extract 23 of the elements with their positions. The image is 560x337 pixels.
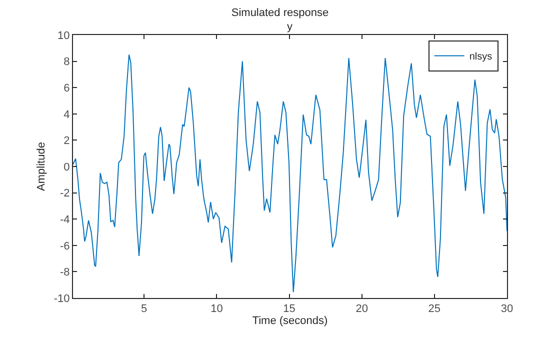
y-tick-label: -10 xyxy=(54,292,70,305)
y-tick-label: 4 xyxy=(64,108,70,121)
y-tick-label: 0 xyxy=(64,161,70,174)
y-tick-label: -2 xyxy=(60,188,70,200)
x-tick-label: 10 xyxy=(210,303,223,316)
x-tick-label: 30 xyxy=(500,303,514,316)
y-tick-label: -4 xyxy=(60,214,70,226)
y-tick-label: -6 xyxy=(60,240,70,252)
line-series xyxy=(73,54,507,293)
x-tick-label: 5 xyxy=(141,303,148,316)
legend-label: nlsys xyxy=(469,52,492,63)
chart-title: Simulated response xyxy=(231,7,329,20)
y-tick-label: 2 xyxy=(64,135,70,148)
x-tick-label: 15 xyxy=(283,303,296,316)
y-tick-label: -8 xyxy=(60,266,70,279)
x-tick-label: 25 xyxy=(428,303,441,316)
x-axis-title: Time (seconds) xyxy=(252,315,328,328)
y-tick-label: 8 xyxy=(64,56,70,68)
y-axis-title: Amplitude xyxy=(36,142,48,191)
y-tick-label: 10 xyxy=(58,30,70,42)
y-tick-label: 6 xyxy=(64,82,70,94)
x-tick-label: 20 xyxy=(356,303,368,316)
chart-subtitle: y xyxy=(287,21,293,33)
